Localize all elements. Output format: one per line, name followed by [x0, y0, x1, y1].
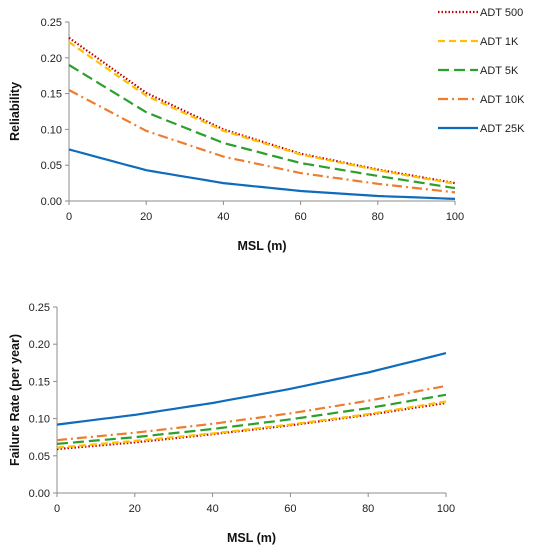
bottom-x-tick-label: 20 [129, 503, 141, 515]
top-y-tick-label: 0.25 [41, 17, 62, 29]
bottom-series-adt-5k-line [56, 393, 447, 445]
top-y-tick-label: 0.00 [41, 196, 62, 208]
top-series-adt-1k-line [68, 41, 456, 185]
legend-label-adt-5k: ADT 5K [480, 65, 519, 77]
bottom-x-tick-label: 80 [362, 503, 374, 515]
bottom-y-axis-title: Failure Rate (per year) [8, 334, 22, 466]
top-x-tick-label: 100 [446, 211, 464, 223]
bottom-y-tick-label: 0.10 [29, 414, 50, 426]
top-x-tick-label: 40 [217, 211, 229, 223]
legend-label-adt-10k: ADT 10K [480, 94, 525, 106]
top-y-tick-label: 0.10 [41, 124, 62, 136]
bottom-x-tick-label: 60 [284, 503, 296, 515]
bottom-y-tick-label: 0.25 [29, 302, 50, 314]
top-series-adt-10k-line [68, 89, 456, 194]
top-x-tick-label: 80 [372, 211, 384, 223]
bottom-series-adt-25k-line [56, 352, 447, 426]
top-series-adt-5k-line [68, 64, 456, 190]
legend-label-adt-500: ADT 500 [480, 7, 523, 19]
bottom-y-tick-label: 0.00 [29, 488, 50, 500]
bottom-series-adt-500-line [56, 401, 447, 451]
bottom-y-tick-label: 0.15 [29, 376, 50, 388]
top-y-axis-title: Reliability [8, 82, 22, 141]
bottom-y-tick-label: 0.20 [29, 339, 50, 351]
bottom-series-adt-10k-line [56, 384, 447, 442]
top-y-tick-label: 0.05 [41, 160, 62, 172]
top-y-tick-label: 0.20 [41, 53, 62, 65]
bottom-x-tick-label: 40 [206, 503, 218, 515]
bottom-x-tick-label: 0 [54, 503, 60, 515]
top-x-tick-label: 60 [294, 211, 306, 223]
top-series-adt-25k-line [68, 148, 456, 200]
legend-label-adt-1k: ADT 1K [480, 36, 519, 48]
legend-label-adt-25k: ADT 25K [480, 123, 525, 135]
top-x-axis-title: MSL (m) [237, 239, 286, 253]
top-x-tick-label: 0 [66, 211, 72, 223]
top-y-tick-label: 0.15 [41, 89, 62, 101]
bottom-x-axis-title: MSL (m) [227, 531, 276, 545]
bottom-y-tick-label: 0.05 [29, 451, 50, 463]
bottom-x-tick-label: 100 [437, 503, 455, 515]
top-x-tick-label: 20 [140, 211, 152, 223]
top-series-adt-500-line [68, 36, 456, 185]
